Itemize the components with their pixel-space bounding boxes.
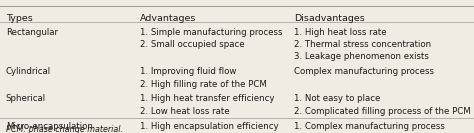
- Text: Complex manufacturing process: Complex manufacturing process: [294, 67, 434, 76]
- Text: 3. Leakage phenomenon exists: 3. Leakage phenomenon exists: [294, 52, 429, 61]
- Text: Types: Types: [6, 14, 32, 23]
- Text: 1. Complex manufacturing process: 1. Complex manufacturing process: [294, 122, 445, 131]
- Text: PCM: phase change material.: PCM: phase change material.: [6, 125, 123, 133]
- Text: 1. Simple manufacturing process: 1. Simple manufacturing process: [140, 28, 283, 37]
- Text: 1. High heat transfer efficiency: 1. High heat transfer efficiency: [140, 94, 274, 103]
- Text: 1. High heat loss rate: 1. High heat loss rate: [294, 28, 386, 37]
- Text: Micro-encapsulation: Micro-encapsulation: [6, 122, 92, 131]
- Text: 1. High encapsulation efficiency: 1. High encapsulation efficiency: [140, 122, 278, 131]
- Text: 2. Thermal stress concentration: 2. Thermal stress concentration: [294, 40, 431, 49]
- Text: 2. Complicated filling process of the PCM: 2. Complicated filling process of the PC…: [294, 107, 471, 116]
- Text: Spherical: Spherical: [6, 94, 46, 103]
- Text: 1. Improving fluid flow: 1. Improving fluid flow: [140, 67, 236, 76]
- Text: 1. Not easy to place: 1. Not easy to place: [294, 94, 380, 103]
- Text: 2. Low heat loss rate: 2. Low heat loss rate: [140, 107, 229, 116]
- Text: Cylindrical: Cylindrical: [6, 67, 51, 76]
- Text: 2. High filling rate of the PCM: 2. High filling rate of the PCM: [140, 80, 267, 89]
- Text: 2. Small occupied space: 2. Small occupied space: [140, 40, 245, 49]
- Text: Advantages: Advantages: [140, 14, 196, 23]
- Text: Disadvantages: Disadvantages: [294, 14, 365, 23]
- Text: Rectangular: Rectangular: [6, 28, 58, 37]
